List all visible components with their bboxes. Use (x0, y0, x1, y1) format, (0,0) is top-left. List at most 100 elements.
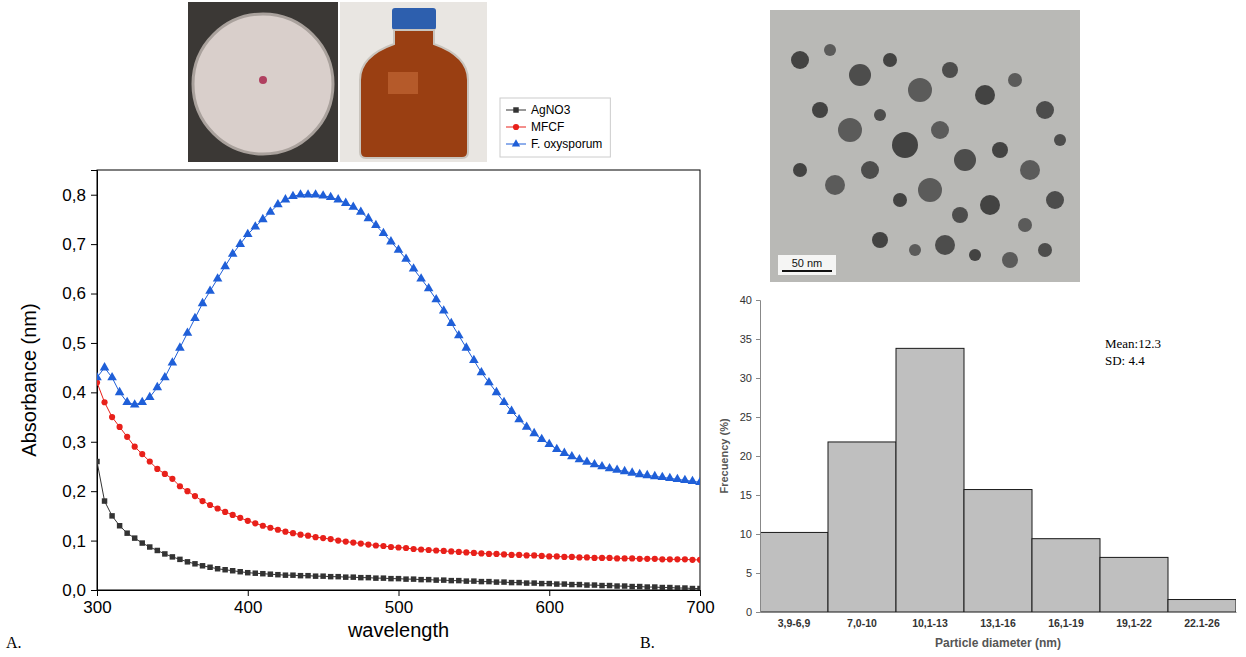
marker (403, 545, 409, 551)
tick: 700 (686, 590, 714, 617)
legend-marker (512, 139, 520, 146)
tick: 16,1-19 (1048, 612, 1084, 629)
particle (908, 78, 932, 102)
tick-label: 0,8 (62, 186, 86, 205)
marker (348, 202, 358, 210)
y-axis-title: Frecuency (%) (718, 418, 730, 494)
marker (132, 444, 138, 450)
marker (109, 513, 114, 518)
axis-line (98, 591, 701, 597)
tick-label: 3,9-6,9 (778, 617, 811, 629)
marker (177, 557, 182, 562)
marker (102, 498, 107, 503)
tick: 0,7 (62, 235, 97, 254)
marker (695, 477, 700, 485)
tick: 400 (234, 590, 262, 617)
marker (605, 463, 615, 471)
marker (311, 189, 321, 197)
marker (597, 461, 607, 469)
marker (252, 520, 258, 526)
marker (162, 471, 168, 477)
bar (964, 490, 1032, 612)
marker (522, 421, 532, 429)
marker (124, 530, 129, 535)
marker (456, 549, 462, 555)
tick: 600 (536, 590, 564, 617)
marker (411, 576, 416, 581)
petri-photo (188, 2, 338, 162)
marker (326, 192, 336, 200)
marker (235, 239, 245, 247)
marker (410, 546, 416, 552)
y-axis-title: Absorbance (nm) (18, 303, 40, 456)
photos (188, 2, 487, 162)
marker (207, 565, 212, 570)
bar (760, 532, 828, 612)
marker (537, 434, 547, 442)
tick-label: 0,2 (62, 482, 86, 501)
marker (546, 553, 552, 559)
legend-box (500, 98, 610, 157)
tick: 0,5 (62, 334, 97, 353)
series-line (97, 462, 700, 589)
marker (682, 556, 688, 562)
tick-label: 400 (234, 598, 262, 617)
tem-image: 50 nm (770, 10, 1080, 282)
marker (409, 263, 419, 271)
marker (426, 577, 431, 582)
tick: 40 (740, 294, 760, 306)
marker (652, 556, 658, 562)
marker (396, 576, 401, 581)
marker (675, 585, 680, 590)
plot-frame (97, 170, 700, 590)
marker (433, 577, 438, 582)
tick-mark (91, 343, 97, 344)
marker (358, 575, 363, 580)
tick: 20 (740, 450, 760, 462)
bottle-body (360, 30, 468, 158)
marker (637, 556, 643, 562)
axis-line (91, 171, 98, 591)
marker (207, 502, 213, 508)
marker (184, 488, 190, 494)
tick-label: 0,5 (62, 334, 86, 353)
marker (147, 544, 152, 549)
marker (388, 576, 393, 581)
marker (132, 535, 137, 540)
tick: 10 (740, 528, 760, 540)
marker (524, 552, 530, 558)
tick-mark (399, 590, 400, 596)
tick-mark (756, 573, 760, 574)
marker (650, 471, 660, 479)
marker (185, 559, 190, 564)
marker (333, 194, 343, 202)
particle (1036, 101, 1054, 119)
legend-label: MFCF (531, 120, 564, 134)
marker (547, 581, 552, 586)
marker (614, 555, 620, 561)
tick-label: 40 (740, 294, 752, 306)
marker (177, 483, 183, 489)
marker (614, 583, 619, 588)
marker (296, 189, 306, 197)
marker (288, 191, 298, 199)
particle (883, 53, 897, 67)
tick-label: 5 (746, 567, 752, 579)
marker (531, 580, 536, 585)
marker (290, 572, 295, 577)
marker (607, 583, 612, 588)
marker (245, 518, 251, 524)
marker (152, 382, 162, 390)
marker (305, 573, 310, 578)
marker (275, 572, 280, 577)
marker (562, 581, 567, 586)
legend-label: F. oxysporum (531, 137, 602, 151)
marker (124, 434, 130, 440)
tick-mark (756, 339, 760, 340)
marker (484, 377, 494, 385)
marker (222, 509, 228, 515)
marker (394, 244, 404, 252)
particle (980, 195, 1000, 215)
marker (433, 547, 439, 553)
marker (567, 451, 577, 459)
